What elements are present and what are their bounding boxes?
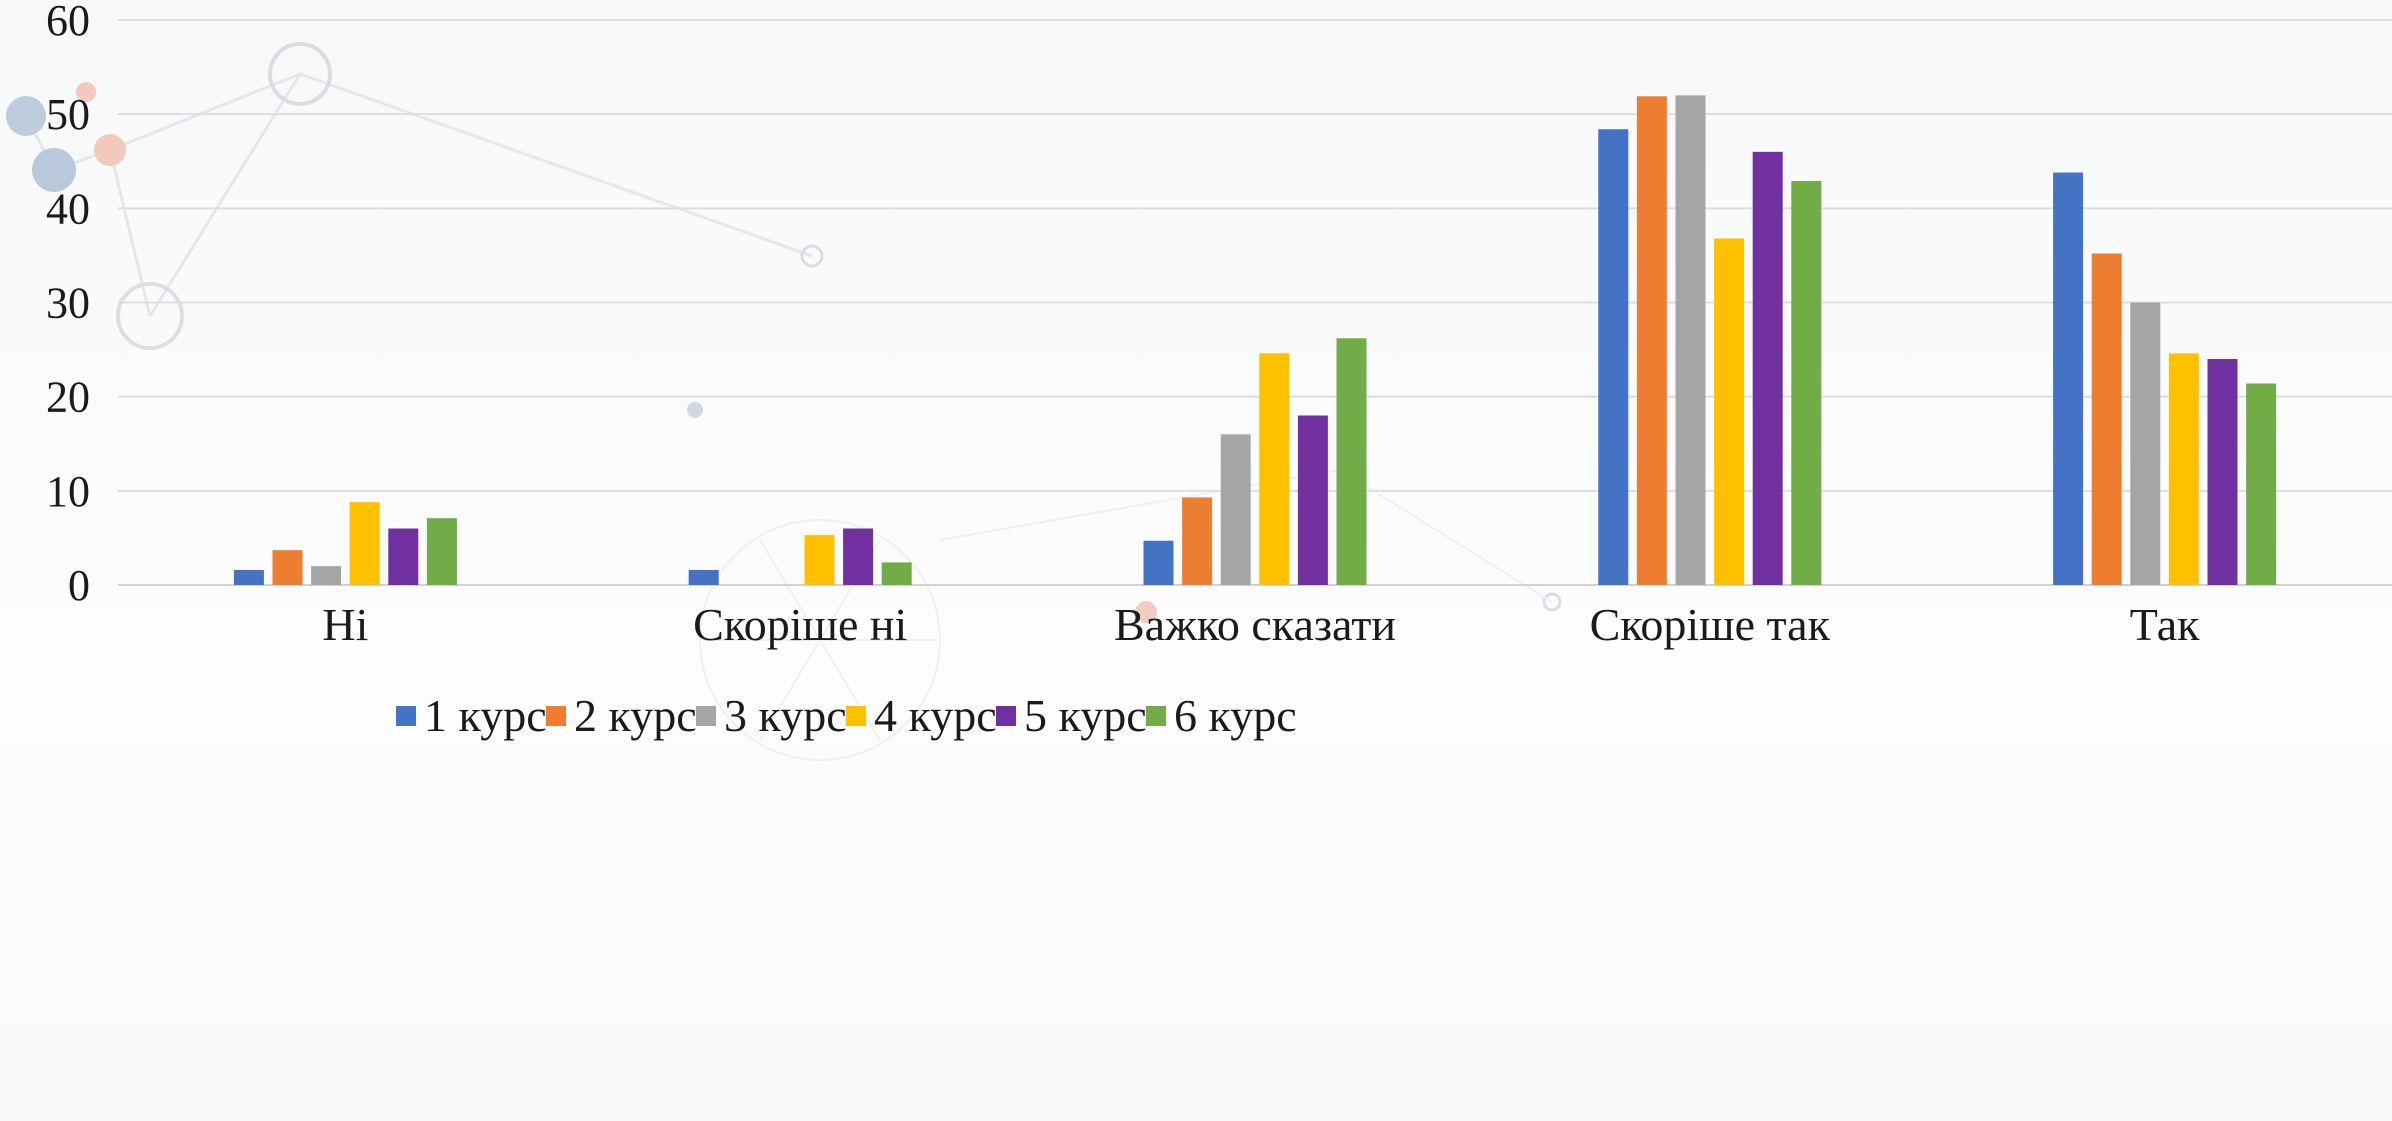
y-tick-label: 50 xyxy=(46,90,90,139)
bar-5-3 xyxy=(2130,302,2161,585)
bar-1-2 xyxy=(272,550,303,585)
legend-swatch xyxy=(846,706,866,726)
bar-5-2 xyxy=(2091,253,2122,586)
bar-4-2 xyxy=(1636,96,1667,586)
legend-swatch xyxy=(396,706,416,726)
x-category-label: Скоріше ні xyxy=(693,599,907,650)
legend-swatch xyxy=(1146,706,1166,726)
legend-label: 2 курс xyxy=(574,690,697,741)
bar-5-5 xyxy=(2207,359,2238,585)
bar-4-1 xyxy=(1598,129,1629,585)
bar-1-6 xyxy=(426,518,457,585)
bar-2-1 xyxy=(688,569,719,585)
bar-5-1 xyxy=(2053,172,2084,586)
background-decoration xyxy=(6,42,1562,761)
legend-swatch xyxy=(546,706,566,726)
y-tick-label: 0 xyxy=(68,561,90,610)
legend: 1 курс 2 курс 3 курс 4 курс 5 курс 6 курс xyxy=(396,690,1297,741)
bar-3-2 xyxy=(1182,497,1213,585)
x-category-label: Скоріше так xyxy=(1590,599,1831,650)
bar-2-4 xyxy=(804,535,835,585)
legend-label: 6 курс xyxy=(1174,690,1297,741)
bar-1-5 xyxy=(388,528,419,585)
y-tick-label: 60 xyxy=(46,0,90,45)
bar-3-4 xyxy=(1259,353,1290,585)
legend-label: 4 курс xyxy=(874,690,997,741)
x-category-label: Так xyxy=(2130,599,2200,650)
y-tick-label: 40 xyxy=(46,184,90,233)
bar-3-1 xyxy=(1143,540,1174,585)
bar-3-5 xyxy=(1297,415,1328,585)
y-tick-label: 30 xyxy=(46,279,90,328)
bar-2-5 xyxy=(843,528,874,585)
bar-4-3 xyxy=(1675,95,1706,585)
bar-4-5 xyxy=(1752,151,1783,586)
legend-label: 5 курс xyxy=(1024,690,1147,741)
bar-5-4 xyxy=(2168,353,2199,585)
grid-layer xyxy=(118,19,2392,586)
bar-3-6 xyxy=(1336,338,1367,585)
legend-label: 3 курс xyxy=(724,690,847,741)
bar-1-3 xyxy=(311,566,342,585)
legend-swatch xyxy=(696,706,716,726)
bar-1-4 xyxy=(349,502,380,585)
bar-5-6 xyxy=(2246,383,2277,585)
bar-3-3 xyxy=(1220,434,1251,585)
bar-1-1 xyxy=(233,569,264,585)
bar-4-4 xyxy=(1714,238,1745,585)
bar-4-6 xyxy=(1791,181,1822,585)
y-tick-label: 20 xyxy=(46,373,90,422)
axis-layer: 0 10 20 30 40 50 60 Ні Скоріше ні Важко сказати Ск… xyxy=(46,0,2200,650)
bars-layer xyxy=(233,95,2277,586)
legend-label: 1 курс xyxy=(424,690,547,741)
legend-swatch xyxy=(996,706,1016,726)
bar-2-6 xyxy=(881,562,912,585)
y-tick-label: 10 xyxy=(46,467,90,516)
x-category-label: Важко сказати xyxy=(1114,599,1396,650)
x-category-label: Ні xyxy=(322,599,368,650)
